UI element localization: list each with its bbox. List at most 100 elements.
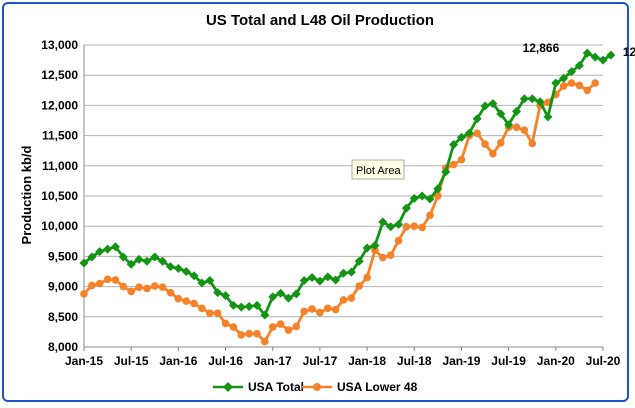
x-tick-label: Jul-16 (208, 354, 243, 368)
data-point (150, 252, 160, 262)
data-point (308, 305, 316, 313)
data-point (567, 79, 576, 87)
x-tick-label: Jul-17 (303, 354, 338, 368)
data-point (480, 101, 490, 111)
data-point (464, 128, 474, 138)
data-point (283, 293, 293, 303)
series-line (83, 51, 612, 317)
annotations: 12,866 12,833 (523, 41, 635, 59)
data-point (236, 302, 246, 312)
data-point (166, 262, 175, 272)
data-point (80, 290, 88, 298)
legend-marker-circle (313, 383, 321, 391)
data-point (394, 219, 404, 229)
data-point (346, 267, 356, 277)
x-tick-label: Jan-16 (159, 354, 197, 368)
y-tick-label: 11,000 (42, 159, 78, 173)
data-point (456, 132, 466, 142)
series-usa-total (79, 48, 616, 320)
data-point (166, 288, 175, 297)
data-point (292, 322, 301, 331)
y-tick-label: 11,500 (42, 129, 78, 143)
data-point (488, 99, 498, 109)
data-point (87, 252, 97, 262)
data-point (244, 302, 254, 312)
data-point (591, 79, 599, 87)
data-point (134, 254, 144, 264)
data-point (221, 291, 231, 301)
data-point (260, 310, 270, 320)
data-point (551, 78, 561, 88)
x-tick-label: Jan-19 (442, 354, 480, 368)
x-tick-label: Jul-18 (397, 354, 432, 368)
data-point (158, 256, 168, 266)
y-tick-label: 8,000 (48, 340, 78, 354)
legend-label-usa-total: USA Total (248, 380, 304, 394)
data-point (481, 140, 489, 148)
y-tick-label: 12,000 (41, 98, 78, 112)
data-point (253, 329, 261, 338)
data-point (559, 82, 568, 90)
data-point (182, 297, 191, 305)
data-point (504, 120, 514, 130)
data-point (575, 81, 584, 90)
data-point (590, 52, 600, 62)
data-point (378, 217, 388, 227)
data-point (126, 259, 136, 269)
series-layer (79, 48, 616, 346)
data-point (127, 287, 135, 296)
data-point (284, 326, 293, 334)
data-point (582, 48, 592, 58)
data-point (472, 114, 482, 124)
data-point (331, 305, 340, 314)
data-point (512, 106, 521, 116)
data-point (489, 149, 497, 158)
data-point (315, 276, 325, 286)
data-point (245, 329, 253, 338)
x-tick-label: Jan-17 (254, 354, 292, 368)
data-point (300, 307, 308, 316)
data-point (323, 304, 332, 313)
x-tick-label: Jul-15 (114, 354, 149, 368)
data-point (268, 323, 277, 331)
data-point (88, 281, 96, 290)
data-point (473, 129, 481, 137)
data-point (229, 323, 238, 331)
tooltip-box (351, 159, 405, 180)
plot-area-tooltip: Plot Area (351, 159, 405, 180)
data-point (261, 337, 269, 346)
data-point (386, 222, 396, 232)
y-tick-label: 9,000 (48, 280, 78, 294)
data-point (228, 300, 238, 310)
data-point (197, 278, 207, 288)
data-point (198, 304, 206, 313)
data-point (268, 292, 278, 302)
chart-title: US Total and L48 Oil Production (206, 12, 434, 29)
data-point (339, 296, 348, 304)
data-point (386, 251, 395, 259)
data-point (449, 160, 458, 169)
data-point (103, 244, 113, 254)
data-point (371, 246, 379, 255)
data-point (135, 283, 143, 292)
data-point (206, 309, 214, 317)
data-point (559, 73, 569, 83)
data-point (402, 223, 411, 231)
data-point (519, 94, 529, 104)
data-point (354, 256, 364, 266)
data-point (528, 139, 537, 148)
data-point (213, 309, 222, 317)
y-tick-label: 12,500 (41, 68, 78, 82)
data-point (418, 223, 426, 232)
series-usa-lower-48 (80, 79, 599, 346)
data-point (347, 294, 356, 302)
data-point (543, 112, 553, 122)
data-point (323, 272, 333, 282)
data-point (410, 222, 419, 230)
y-tick-labels: 8,000 8,500 9,000 9,500 10,000 10,500 11,000 11… (41, 38, 78, 354)
x-tick-labels: Jan-15 Jul-15 Jan-16 Jul-16 Jan-17 Jul-17 Jan-… (65, 354, 621, 368)
data-point (583, 86, 592, 95)
data-point (496, 109, 506, 119)
data-point (457, 155, 466, 164)
